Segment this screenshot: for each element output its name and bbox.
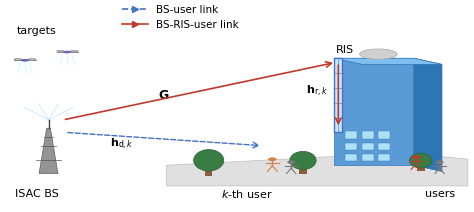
Ellipse shape bbox=[21, 59, 28, 61]
Polygon shape bbox=[166, 153, 468, 186]
Bar bbox=[378, 154, 390, 161]
Text: targets: targets bbox=[17, 26, 56, 36]
Text: $k$-th user: $k$-th user bbox=[220, 188, 272, 200]
Legend: BS-user link, BS-RIS-user link: BS-user link, BS-RIS-user link bbox=[118, 1, 243, 34]
Polygon shape bbox=[334, 58, 414, 165]
Text: RIS: RIS bbox=[337, 45, 355, 55]
Bar bbox=[362, 131, 374, 138]
Text: users: users bbox=[425, 189, 455, 199]
Ellipse shape bbox=[359, 49, 397, 59]
Text: $\mathbf{h}_{\mathrm{d},k}$: $\mathbf{h}_{\mathrm{d},k}$ bbox=[109, 137, 133, 152]
Polygon shape bbox=[39, 128, 58, 174]
Text: ISAC BS: ISAC BS bbox=[15, 189, 59, 199]
Ellipse shape bbox=[290, 151, 316, 170]
Bar bbox=[334, 58, 342, 132]
Circle shape bbox=[436, 160, 444, 164]
Bar bbox=[346, 131, 357, 138]
Polygon shape bbox=[414, 58, 442, 172]
Circle shape bbox=[412, 155, 420, 159]
Bar bbox=[205, 165, 212, 176]
Bar bbox=[417, 164, 425, 172]
Bar bbox=[378, 143, 390, 150]
Bar bbox=[378, 131, 390, 138]
Polygon shape bbox=[334, 58, 442, 64]
Bar bbox=[362, 143, 374, 150]
Ellipse shape bbox=[64, 51, 71, 53]
Circle shape bbox=[268, 157, 277, 161]
Bar bbox=[362, 154, 374, 161]
Text: G: G bbox=[159, 89, 169, 102]
Bar bbox=[346, 154, 357, 161]
Bar bbox=[346, 143, 357, 150]
Circle shape bbox=[287, 160, 295, 164]
Ellipse shape bbox=[194, 149, 224, 171]
Bar bbox=[299, 165, 307, 174]
Ellipse shape bbox=[410, 153, 432, 168]
Text: $\mathbf{h}_{\mathrm{r},k}$: $\mathbf{h}_{\mathrm{r},k}$ bbox=[306, 84, 328, 99]
